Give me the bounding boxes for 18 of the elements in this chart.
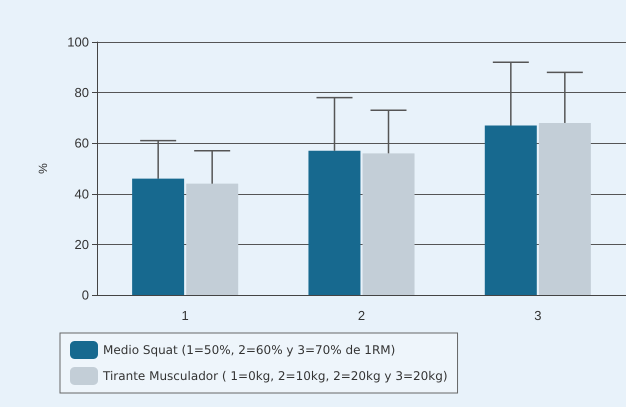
y-tick-label: 0	[82, 288, 89, 302]
bar	[308, 150, 360, 295]
y-tick-label: 20	[74, 236, 89, 252]
legend-label: Medio Squat (1=50%, 2=60% y 3=70% de 1RM)	[103, 343, 396, 357]
y-tick-label: 100	[67, 34, 89, 50]
y-tick-label: 40	[74, 186, 89, 202]
y-tick-label: 80	[74, 85, 89, 100]
legend-label: Tirante Musculador ( 1=0kg, 2=10kg, 2=20kg y 3=20kg)	[102, 369, 448, 383]
bar	[186, 184, 238, 295]
y-axis-title: %	[36, 162, 50, 174]
bar	[538, 122, 591, 295]
bar	[484, 125, 537, 295]
bar	[132, 178, 184, 295]
x-tick-label: 3	[534, 308, 542, 323]
x-tick-label: 1	[182, 308, 189, 323]
x-tick-label: 2	[358, 308, 366, 323]
bar	[362, 153, 415, 295]
y-tick-label: 60	[74, 136, 89, 151]
